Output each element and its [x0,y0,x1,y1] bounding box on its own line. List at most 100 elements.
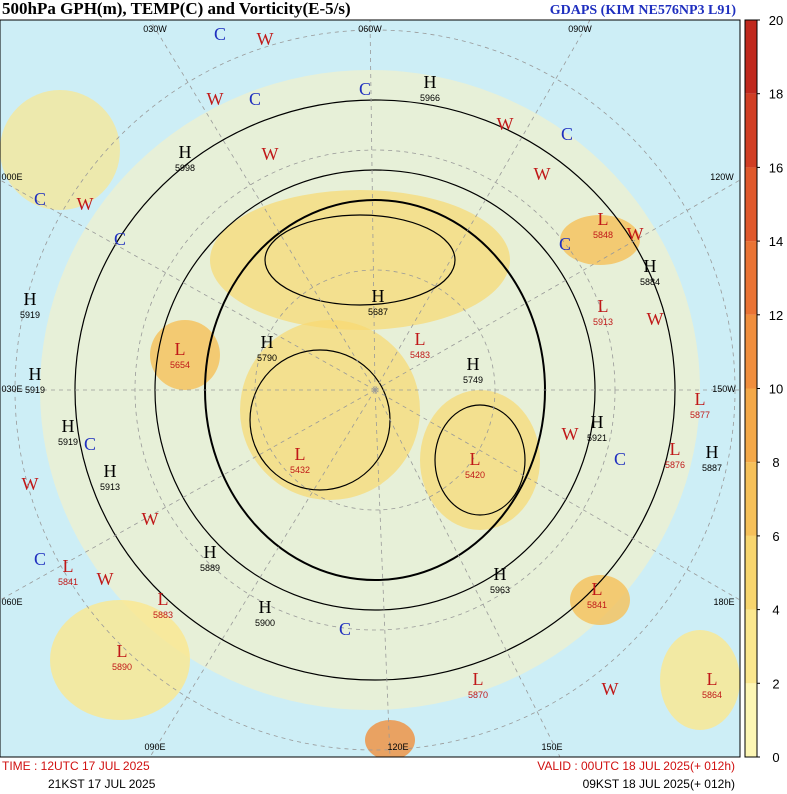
colorbar-segment [745,683,757,757]
system-value: 5890 [112,662,132,672]
vorticity-marker: C [214,24,226,44]
colorbar-tick-label: 14 [769,234,783,249]
model-label: GDAPS (KIM NE576NP3 L91) [550,3,737,18]
colorbar-segment [745,314,757,389]
system-value: 5877 [690,410,710,420]
system-value: 5913 [100,482,120,492]
system-value: 5749 [463,375,483,385]
system-value: 5887 [702,463,722,473]
system-letter: H [259,597,272,617]
colorbar-tick-label: 20 [769,13,783,28]
system-letter: H [424,72,437,92]
longitude-label: 150W [712,384,736,394]
colorbar-segment [745,535,757,610]
system-letter: H [104,461,117,481]
vorticity-marker: W [534,164,551,184]
longitude-label: 180E [713,597,734,607]
system-letter: L [598,209,609,229]
longitude-label: 090E [144,742,165,752]
system-letter: H [591,412,604,432]
system-letter: L [158,589,169,609]
vorticity-marker: C [34,189,46,209]
system-value: 5919 [20,310,40,320]
vorticity-marker: C [614,449,626,469]
vorticity-marker: C [559,234,571,254]
vorticity-marker: W [602,679,619,699]
system-value: 5841 [587,600,607,610]
valid-kst-label: 09KST 18 JUL 2025(+ 012h) [583,777,735,791]
system-letter: H [372,286,385,306]
system-value: 5884 [640,277,660,287]
system-value: 5889 [200,563,220,573]
system-value: 5900 [255,618,275,628]
time-kst-label: 21KST 17 JUL 2025 [48,777,156,791]
longitude-label: 150E [541,742,562,752]
system-value: 5876 [665,460,685,470]
system-letter: L [695,389,706,409]
time-label: TIME : 12UTC 17 JUL 2025 [2,759,150,773]
system-letter: H [644,256,657,276]
vorticity-marker: W [22,474,39,494]
vorticity-marker: C [339,619,351,639]
vorticity-marker: C [561,124,573,144]
colorbar-tick-label: 2 [772,676,779,691]
system-value: 5998 [175,163,195,173]
longitude-label: 060W [358,24,382,34]
system-value: 5420 [465,470,485,480]
colorbar-segment [745,93,757,168]
colorbar-segment [745,20,757,94]
system-value: 5870 [468,690,488,700]
longitude-label: 000E [1,172,22,182]
vorticity-marker: C [84,434,96,454]
vorticity-marker: W [97,569,114,589]
colorbar-tick-label: 0 [772,750,779,765]
colorbar-segment [745,241,757,315]
system-letter: L [295,444,306,464]
system-letter: L [473,669,484,689]
longitude-label: 120W [710,172,734,182]
system-letter: L [598,296,609,316]
longitude-label: 120E [387,742,408,752]
colorbar-tick-label: 4 [772,603,779,618]
vorticity-marker: W [257,29,274,49]
system-letter: H [204,542,217,562]
system-letter: L [707,669,718,689]
colorbar-segment [745,167,757,242]
vorticity-marker: W [497,114,514,134]
system-value: 5483 [410,350,430,360]
system-value: 5687 [368,307,388,317]
vorticity-marker: W [77,194,94,214]
longitude-label: 060E [1,597,22,607]
vorticity-marker: W [627,224,644,244]
system-letter: H [494,564,507,584]
colorbar-tick-label: 12 [769,308,783,323]
system-letter: H [62,416,75,436]
system-value: 5919 [25,385,45,395]
vorticity-marker: C [249,89,261,109]
system-value: 5963 [490,585,510,595]
system-letter: L [592,579,603,599]
colorbar-tick-label: 16 [769,160,783,175]
map-frame [0,19,741,758]
title: 500hPa GPH(m), TEMP(C) and Vorticity(E-5… [2,0,351,18]
system-value: 5921 [587,433,607,443]
vorticity-marker: W [647,309,664,329]
vorticity-marker: C [359,79,371,99]
system-letter: H [29,364,42,384]
system-letter: H [24,289,37,309]
vorticity-marker: W [207,89,224,109]
colorbar-segment [745,609,757,684]
vorticity-marker: C [114,229,126,249]
vorticity-marker: W [142,509,159,529]
system-value: 5654 [170,360,190,370]
system-value: 5913 [593,317,613,327]
colorbar-tick-label: 8 [772,455,779,470]
system-value: 5848 [593,230,613,240]
system-letter: H [467,354,480,374]
system-letter: H [706,442,719,462]
longitude-label: 030W [143,24,167,34]
system-letter: L [670,439,681,459]
map-field [0,20,740,757]
colorbar-segment [745,462,757,536]
